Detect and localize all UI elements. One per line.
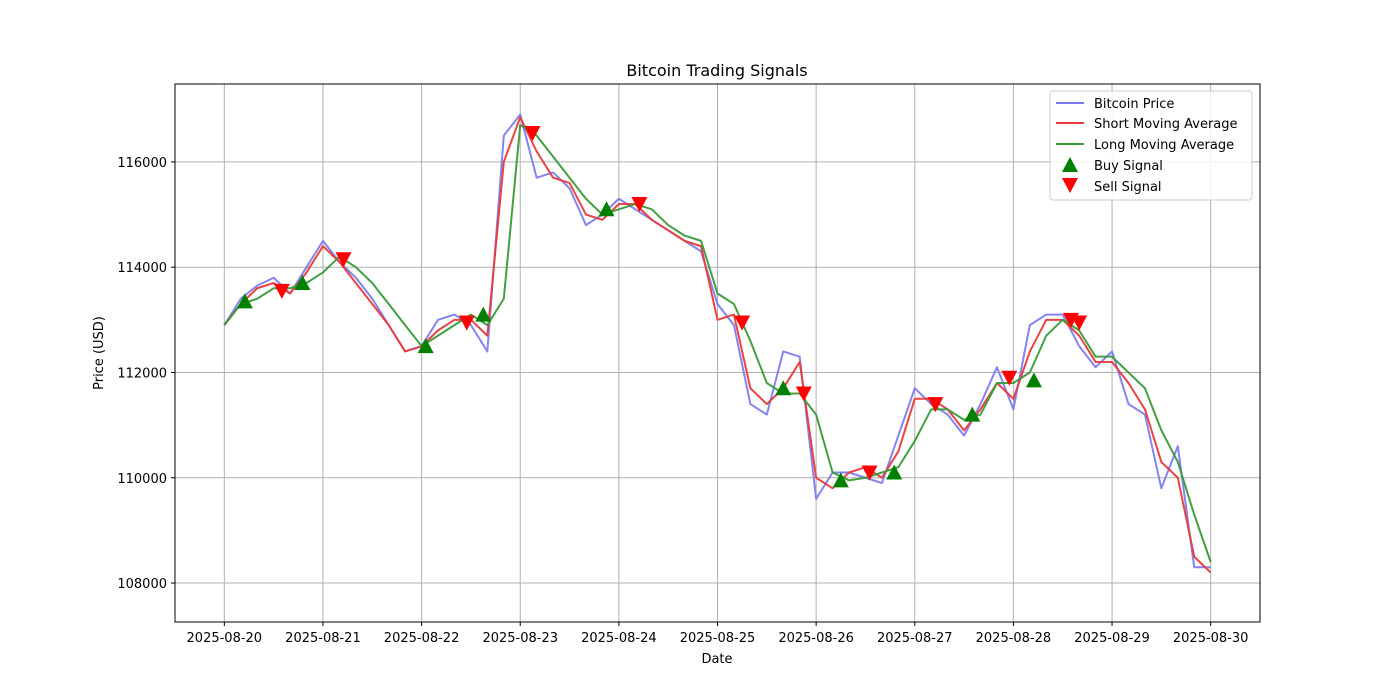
legend-buy-label: Buy Signal bbox=[1094, 159, 1163, 174]
legend-price-label: Bitcoin Price bbox=[1094, 97, 1174, 112]
buy-signal-marker bbox=[598, 201, 615, 217]
sell-signal-marker bbox=[1071, 315, 1088, 331]
x-axis-label: Date bbox=[701, 652, 732, 667]
x-tick-label: 2025-08-30 bbox=[1173, 631, 1249, 646]
legend-short-ma-label: Short Moving Average bbox=[1094, 117, 1238, 132]
x-tick-label: 2025-08-20 bbox=[187, 631, 263, 646]
x-axis-ticks: 2025-08-20 2025-08-21 2025-08-22 2025-08-23… bbox=[187, 622, 1249, 646]
sell-signal-marker bbox=[458, 315, 475, 331]
x-tick-label: 2025-08-25 bbox=[680, 631, 756, 646]
y-axis-ticks: 108000 110000 112000 114000 116000 bbox=[117, 156, 175, 592]
sell-signal-marker bbox=[734, 315, 751, 331]
short-ma-line bbox=[223, 116, 1212, 574]
legend: Bitcoin Price Short Moving Average Long … bbox=[1049, 90, 1253, 201]
x-tick-label: 2025-08-21 bbox=[285, 631, 361, 646]
y-tick-label: 116000 bbox=[117, 156, 167, 171]
x-tick-label: 2025-08-28 bbox=[976, 631, 1052, 646]
sell-signal-marker bbox=[335, 252, 352, 268]
sell-signal-marker bbox=[861, 465, 878, 481]
sell-signal-marker bbox=[631, 197, 648, 213]
y-axis-label: Price (USD) bbox=[92, 316, 107, 390]
buy-signal-marker bbox=[417, 338, 434, 354]
sell-signal-marker bbox=[1001, 370, 1018, 386]
buy-signal-marker bbox=[886, 464, 903, 480]
sell-signal-marker bbox=[273, 283, 290, 299]
legend-box bbox=[1049, 90, 1253, 201]
long-ma-line bbox=[223, 124, 1212, 563]
y-tick-label: 114000 bbox=[117, 261, 167, 276]
buy-signal-marker bbox=[1025, 372, 1042, 388]
x-tick-label: 2025-08-27 bbox=[877, 631, 953, 646]
chart-title: Bitcoin Trading Signals bbox=[626, 61, 807, 80]
x-tick-label: 2025-08-29 bbox=[1074, 631, 1150, 646]
legend-buy-marker bbox=[1062, 157, 1078, 172]
y-tick-label: 108000 bbox=[117, 577, 167, 592]
y-tick-label: 112000 bbox=[117, 366, 167, 381]
legend-sell-label: Sell Signal bbox=[1094, 180, 1162, 195]
buy-signal-marker bbox=[236, 293, 253, 309]
y-tick-label: 110000 bbox=[117, 472, 167, 487]
x-tick-label: 2025-08-26 bbox=[778, 631, 854, 646]
buy-signal-marker bbox=[964, 406, 981, 422]
buy-signal-marker bbox=[475, 306, 492, 322]
buy-signal-marker bbox=[832, 472, 849, 488]
sell-signal-marker bbox=[927, 397, 944, 413]
buy-signal-marker bbox=[775, 380, 792, 396]
buy-signal-marker bbox=[294, 274, 311, 290]
legend-long-ma-label: Long Moving Average bbox=[1094, 138, 1234, 153]
legend-sell-marker bbox=[1062, 178, 1078, 193]
signal-markers bbox=[236, 125, 1088, 488]
sell-signal-marker bbox=[795, 386, 812, 402]
x-tick-label: 2025-08-23 bbox=[482, 631, 558, 646]
x-tick-label: 2025-08-24 bbox=[581, 631, 657, 646]
series-lines bbox=[223, 113, 1212, 574]
sell-signal-marker bbox=[524, 125, 541, 141]
x-tick-label: 2025-08-22 bbox=[384, 631, 460, 646]
